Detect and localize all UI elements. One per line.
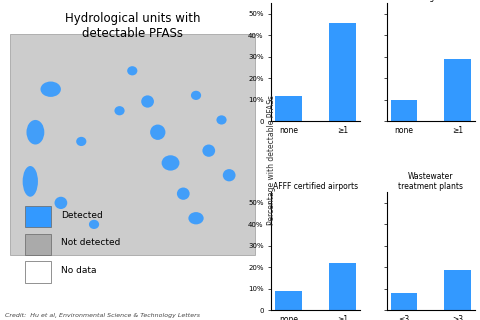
- Ellipse shape: [40, 82, 61, 97]
- Ellipse shape: [76, 137, 86, 146]
- Title: Industrial sites: Industrial sites: [287, 0, 344, 3]
- Ellipse shape: [223, 169, 236, 181]
- FancyBboxPatch shape: [25, 234, 51, 255]
- Ellipse shape: [216, 115, 227, 124]
- Title: Military fire
training areas: Military fire training areas: [404, 0, 458, 3]
- Text: Not detected: Not detected: [61, 238, 120, 247]
- Text: Percentage with detectable PFASs: Percentage with detectable PFASs: [267, 95, 276, 225]
- Text: No data: No data: [61, 266, 96, 275]
- FancyBboxPatch shape: [25, 261, 51, 283]
- Bar: [391, 293, 418, 310]
- Text: Detected: Detected: [61, 211, 103, 220]
- Ellipse shape: [191, 91, 201, 100]
- FancyBboxPatch shape: [10, 34, 255, 255]
- Title: Wastewater
treatment plants: Wastewater treatment plants: [398, 172, 463, 191]
- Ellipse shape: [23, 166, 38, 197]
- Ellipse shape: [188, 212, 204, 224]
- Ellipse shape: [177, 188, 190, 200]
- Ellipse shape: [203, 145, 215, 157]
- Ellipse shape: [150, 124, 166, 140]
- Title: AFFF certified airports: AFFF certified airports: [273, 182, 358, 191]
- Text: Hydrological units with
detectable PFASs: Hydrological units with detectable PFASs: [64, 12, 200, 40]
- Bar: [444, 269, 471, 310]
- Bar: [329, 22, 356, 121]
- Bar: [275, 96, 302, 121]
- Ellipse shape: [114, 106, 125, 115]
- Bar: [275, 291, 302, 310]
- Ellipse shape: [26, 120, 44, 145]
- Bar: [391, 100, 418, 121]
- Ellipse shape: [89, 220, 99, 229]
- Ellipse shape: [55, 197, 67, 209]
- FancyBboxPatch shape: [25, 206, 51, 228]
- Bar: [444, 59, 471, 121]
- Bar: [329, 263, 356, 310]
- Ellipse shape: [127, 66, 137, 76]
- Ellipse shape: [162, 155, 180, 171]
- Ellipse shape: [141, 95, 154, 108]
- Text: Credit:  Hu et al, Environmental Science & Technology Letters: Credit: Hu et al, Environmental Science …: [5, 313, 200, 318]
